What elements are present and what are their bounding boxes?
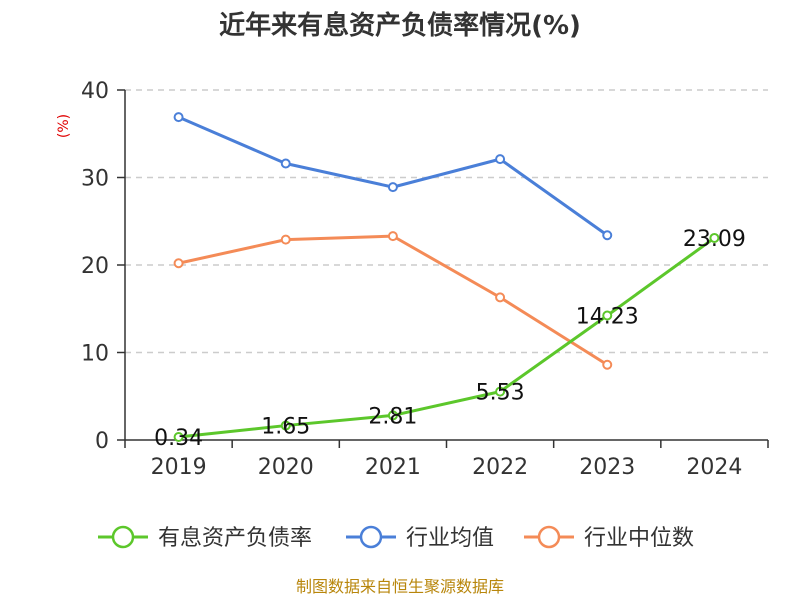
- data-point: [602, 359, 613, 370]
- data-point: [387, 410, 398, 421]
- data-point: [280, 420, 291, 431]
- x-tick-label: 2022: [472, 455, 528, 480]
- y-tick-label: 40: [81, 79, 109, 104]
- x-tick-label: 2021: [365, 455, 421, 480]
- y-tick-label: 0: [95, 429, 109, 454]
- legend-marker: [111, 525, 135, 549]
- legend-marker: [537, 525, 561, 549]
- data-label: 0.34: [154, 426, 203, 451]
- y-axis-unit: (%): [56, 114, 72, 138]
- y-tick-label: 30: [81, 167, 109, 192]
- series-line-2: [177, 115, 609, 237]
- data-point: [280, 234, 291, 245]
- data-point: [602, 230, 613, 241]
- data-point: [280, 158, 291, 169]
- series-line-1: [178, 236, 716, 439]
- data-point: [387, 182, 398, 193]
- series-group: [173, 112, 720, 443]
- data-point: [709, 232, 720, 243]
- data-point: [173, 112, 184, 123]
- x-tick-label: 2020: [258, 455, 314, 480]
- legend-marker: [359, 525, 383, 549]
- data-point: [602, 310, 613, 321]
- x-tick-label: 2019: [151, 455, 207, 480]
- data-point: [387, 231, 398, 242]
- legend-label: 有息资产负债率: [158, 526, 312, 551]
- data-point: [495, 292, 506, 303]
- data-labels: 0.34 1.65 2.81 5.53 14.23 23.09: [154, 227, 746, 451]
- data-label: 5.53: [476, 381, 525, 406]
- data-point: [173, 432, 184, 443]
- axes: 0 10 20 30 40 2019 2020 2021 2022 2023 2024: [81, 79, 769, 480]
- x-tick-label: 2024: [686, 455, 742, 480]
- data-label: 1.65: [261, 415, 310, 440]
- gridlines: [125, 89, 768, 354]
- data-point: [495, 386, 506, 397]
- data-point: [495, 154, 506, 165]
- y-tick-label: 10: [81, 342, 109, 367]
- data-label: 23.09: [683, 227, 746, 252]
- legend-label: 行业中位数: [584, 526, 694, 551]
- legend-label: 行业均值: [406, 526, 494, 551]
- series-line-3: [178, 234, 609, 367]
- data-label: 14.23: [576, 304, 639, 329]
- data-label: 2.81: [368, 404, 417, 429]
- chart-title: 近年来有息资产负债率情况(%): [219, 10, 581, 41]
- x-tick-label: 2023: [579, 455, 635, 480]
- legend: 有息资产负债率 行业均值 行业中位数: [98, 525, 694, 551]
- data-source-note: 制图数据来自恒生聚源数据库: [296, 577, 504, 596]
- data-point: [173, 258, 184, 269]
- y-tick-label: 20: [81, 254, 109, 279]
